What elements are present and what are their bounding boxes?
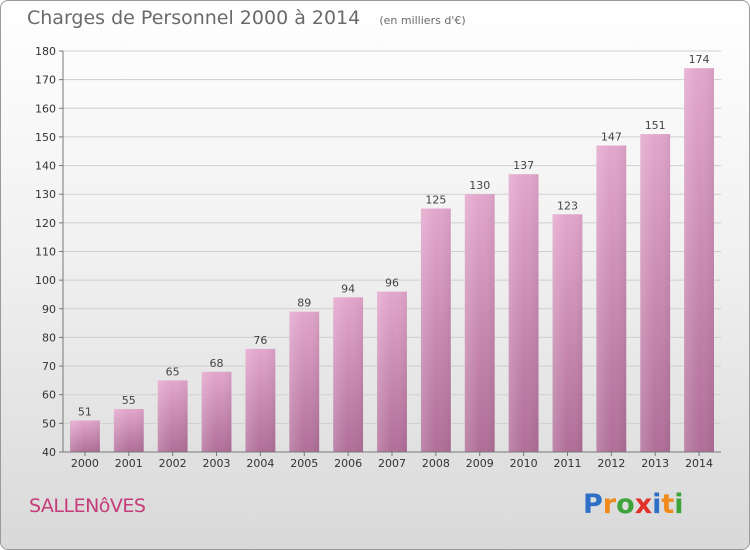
bar-value-label: 147 [601, 131, 622, 144]
x-tick-label: 2001 [115, 457, 143, 470]
bar-value-label: 96 [385, 277, 399, 290]
y-tick-label: 140 [35, 160, 56, 173]
x-tick-label: 2011 [553, 457, 581, 470]
x-tick-label: 2004 [246, 457, 274, 470]
title-row: Charges de Personnel 2000 à 2014 (en mil… [27, 7, 466, 29]
x-tick-label: 2009 [466, 457, 494, 470]
y-tick-label: 50 [42, 417, 56, 430]
x-tick-label: 2006 [334, 457, 362, 470]
chart-title: Charges de Personnel 2000 à 2014 [27, 7, 361, 29]
y-tick-label: 160 [35, 102, 56, 115]
bar-value-label: 125 [425, 194, 446, 207]
bar-shine [508, 174, 539, 452]
bar-value-label: 76 [253, 334, 267, 347]
logo-letter: t [661, 489, 675, 520]
y-tick-label: 60 [42, 389, 56, 402]
y-tick-label: 170 [35, 74, 56, 87]
y-tick-label: 120 [35, 217, 56, 230]
x-tick-label: 2003 [203, 457, 231, 470]
bar-value-label: 68 [210, 357, 224, 370]
bar-value-label: 55 [122, 394, 136, 407]
x-tick-label: 2014 [685, 457, 713, 470]
x-tick-label: 2008 [422, 457, 450, 470]
x-tick-label: 2010 [510, 457, 538, 470]
bar-shine [333, 297, 364, 452]
bar-value-label: 151 [645, 119, 666, 132]
bar-shine [70, 420, 100, 452]
bar-shine [245, 348, 276, 452]
bar-shine [113, 409, 144, 452]
bar-value-label: 123 [557, 199, 578, 212]
bar-value-label: 51 [78, 405, 92, 418]
logo-letter: x [634, 489, 653, 520]
bar-layer: 51 55 65 68 76 89 94 96 125 130 137 123 147 151 174 [70, 53, 714, 453]
commune-name: SALLENôVES [29, 495, 146, 517]
y-tick-label: 70 [42, 360, 56, 373]
y-tick-label: 40 [42, 446, 56, 459]
bar-shine [377, 291, 407, 452]
y-tick-label: 110 [35, 246, 56, 259]
bar-value-label: 65 [166, 365, 180, 378]
logo-letter: P [583, 489, 603, 520]
logo-letter: o [616, 489, 635, 520]
bar-shine [552, 214, 583, 452]
bar-shine [201, 371, 232, 452]
bar-value-label: 130 [469, 179, 490, 192]
x-tick-label: 2013 [641, 457, 669, 470]
logo-letter: r [602, 489, 617, 520]
bar-shine [289, 311, 320, 452]
logo-letter: i [674, 489, 684, 520]
bar-value-label: 174 [689, 53, 710, 66]
y-tick-label: 130 [35, 188, 56, 201]
bar-shine [464, 194, 495, 452]
bar-value-label: 137 [513, 159, 534, 172]
proxiti-logo: Proxiti [583, 489, 684, 520]
x-tick-label: 2000 [71, 457, 99, 470]
bar-value-label: 89 [297, 297, 311, 310]
bar-shine [596, 145, 627, 452]
bar-shine [420, 208, 451, 452]
y-tick-label: 100 [35, 274, 56, 287]
bar-shine [157, 380, 188, 452]
y-tick-label: 180 [35, 45, 56, 58]
x-tick-label: 2007 [378, 457, 406, 470]
x-tick-label: 2005 [290, 457, 318, 470]
chart-subtitle: (en milliers d'€) [379, 14, 466, 27]
bar-value-label: 94 [341, 282, 355, 295]
y-tick-label: 90 [42, 303, 56, 316]
y-tick-label: 150 [35, 131, 56, 144]
x-tick-label: 2012 [597, 457, 625, 470]
axis-layer: 40 50 60 70 80 90 100 110 120 130 140 150 160 170 180 2… [35, 45, 721, 470]
logo-letter: i [652, 489, 662, 520]
y-tick-label: 80 [42, 331, 56, 344]
bar-shine [640, 134, 671, 453]
bar-shine [684, 68, 714, 452]
x-tick-label: 2002 [159, 457, 187, 470]
